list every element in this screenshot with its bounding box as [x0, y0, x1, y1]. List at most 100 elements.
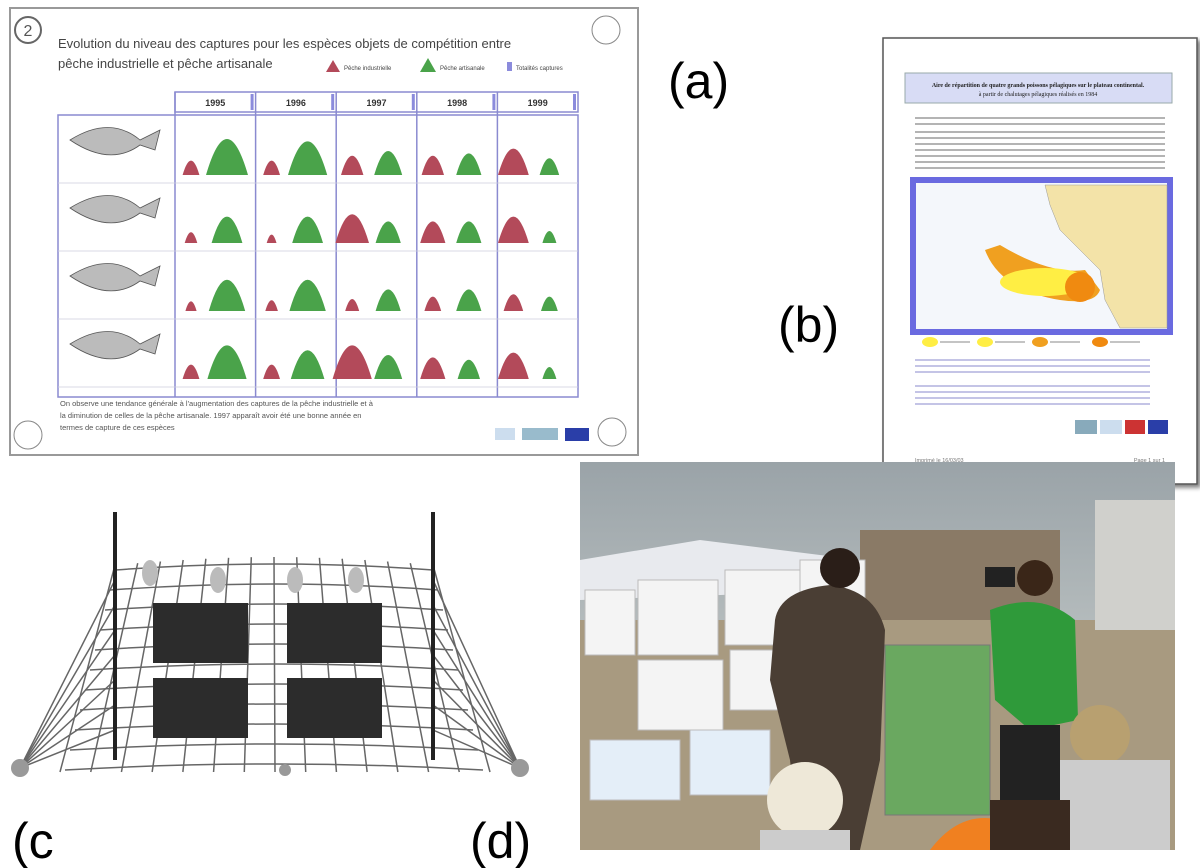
poster-board: [287, 678, 382, 738]
year-marker: [331, 94, 335, 110]
legend-swatch: [922, 337, 938, 347]
legend-icon: [507, 62, 512, 71]
anchor: [11, 759, 29, 777]
rope: [19, 654, 116, 769]
mound: [456, 289, 482, 311]
doc-footer: Page 1 sur 1: [1134, 458, 1165, 464]
rope: [432, 679, 521, 769]
rope: [19, 579, 116, 769]
mound: [503, 294, 524, 311]
logo: [522, 428, 558, 440]
mound: [263, 160, 280, 175]
mound: [542, 367, 557, 379]
mound: [288, 141, 328, 175]
mound: [539, 158, 560, 175]
panel-label: (c: [12, 813, 54, 868]
net-line: [64, 763, 484, 771]
logo: [1075, 420, 1097, 434]
corner: [591, 15, 621, 45]
mound: [263, 364, 280, 379]
corner: [13, 420, 43, 450]
net-line: [94, 643, 454, 651]
float: [287, 567, 303, 593]
year-label: 1999: [528, 98, 548, 108]
person: [760, 830, 850, 850]
doc-title-box: [904, 72, 1173, 104]
panel-c: [11, 512, 529, 777]
mound: [265, 300, 278, 311]
doc-title: Aire de répartition de quatre grands poi…: [932, 83, 1145, 89]
anchor: [279, 764, 291, 776]
rope: [19, 704, 116, 769]
person: [1060, 760, 1170, 850]
rope: [19, 604, 116, 769]
caption: la diminution de celles de la pêche arti…: [60, 411, 361, 420]
head: [1017, 560, 1053, 596]
net-line: [99, 623, 449, 631]
fish: [69, 127, 161, 156]
mound: [421, 155, 444, 175]
mound: [375, 221, 401, 243]
poster-title: Evolution du niveau des captures pour le…: [58, 36, 511, 51]
float: [142, 560, 158, 586]
number-circle: [14, 16, 42, 44]
mound: [374, 151, 403, 175]
rope: [432, 704, 521, 769]
mound: [207, 345, 247, 379]
land: [1044, 184, 1168, 329]
anchor: [511, 759, 529, 777]
poster-board: [153, 603, 248, 663]
mound: [456, 153, 482, 175]
mound: [182, 364, 200, 379]
panel-b: Aire de répartition de quatre grands poi…: [882, 37, 1198, 485]
corner: [597, 417, 627, 447]
net-line: [109, 583, 439, 591]
fish: [69, 331, 161, 360]
eu-logo: [565, 428, 589, 441]
eu-logo: [1148, 420, 1168, 434]
mound: [457, 359, 480, 379]
doc-subtitle: à partir de chalutages pélagiques réalis…: [979, 92, 1097, 98]
net-line: [74, 723, 474, 731]
cap: [1070, 705, 1130, 765]
mound: [211, 216, 243, 243]
caption: On observe une tendance générale à l'aug…: [60, 399, 374, 408]
mound: [184, 232, 198, 243]
mound: [208, 279, 246, 311]
legend-icon: [420, 58, 436, 72]
fish: [69, 195, 161, 224]
legend-swatch: [977, 337, 993, 347]
poster-board: [287, 603, 382, 663]
year-label: 1995: [205, 98, 225, 108]
float: [348, 567, 364, 593]
mound: [345, 299, 360, 311]
year-marker: [411, 94, 415, 110]
year-marker: [250, 94, 254, 110]
poster: [589, 739, 681, 801]
mound: [424, 296, 442, 311]
year-marker: [492, 94, 496, 110]
mound: [335, 214, 369, 243]
table-frame: [57, 114, 579, 398]
mound: [542, 231, 557, 243]
panel-label: (a): [668, 53, 729, 109]
mound: [498, 216, 529, 243]
mound: [289, 279, 326, 311]
mound: [420, 357, 446, 379]
mound: [420, 221, 446, 243]
poster: [637, 659, 724, 731]
mound: [266, 234, 277, 243]
caption: termes de capture de ces espèces: [60, 423, 175, 432]
species-area: [1065, 272, 1095, 302]
mound: [206, 139, 248, 175]
logo: [1100, 420, 1122, 434]
legend-label: Pêche artisanale: [440, 66, 485, 72]
cap: [767, 762, 843, 838]
mound: [341, 155, 364, 175]
legend-icon: [326, 60, 340, 72]
net-line: [69, 743, 479, 751]
year-marker: [573, 94, 576, 110]
year-label: 1997: [366, 98, 386, 108]
doc-footer: Imprimé le 16/03/03: [915, 458, 964, 464]
year-label: 1998: [447, 98, 467, 108]
